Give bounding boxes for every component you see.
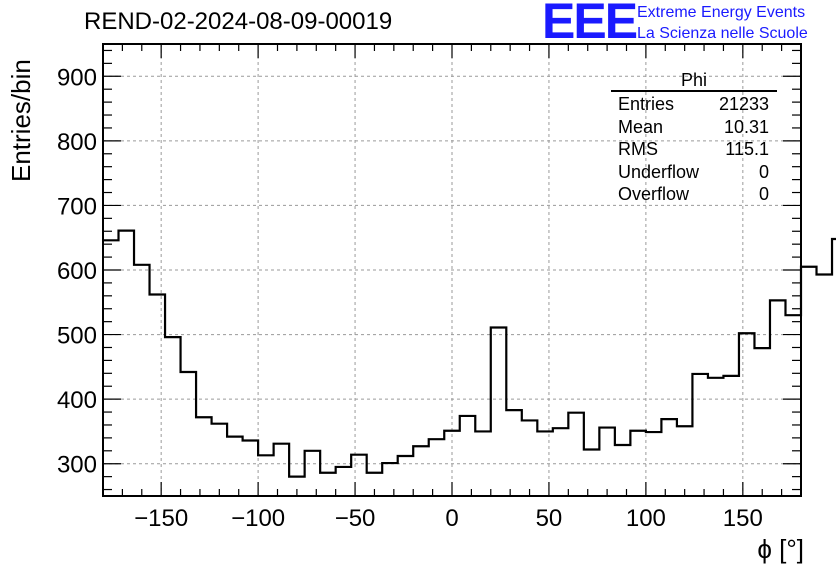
stats-title: Phi bbox=[680, 70, 707, 90]
stats-row: Entries 21233 bbox=[611, 93, 777, 116]
stats-value: 115.1 bbox=[725, 139, 769, 159]
chart-title: REND-02-2024-08-09-00019 bbox=[84, 8, 393, 35]
stats-value: 0 bbox=[758, 161, 769, 182]
x-tick-label: 150 bbox=[723, 505, 763, 532]
y-tick-label: 300 bbox=[57, 452, 97, 479]
eee-logo: EEE bbox=[542, 0, 638, 49]
y-tick-label: 500 bbox=[57, 323, 97, 350]
stats-value: 21233 bbox=[718, 94, 769, 114]
stats-row: RMS 115.1 bbox=[611, 138, 777, 161]
tick-labels: −150 −100 −50 0 50 100 150 300 400 500 600 700 800 90… bbox=[57, 64, 763, 532]
axis-ticks bbox=[102, 44, 802, 496]
stats-label: RMS bbox=[618, 139, 658, 159]
stats-divider bbox=[611, 90, 777, 92]
x-tick-label: 50 bbox=[536, 505, 563, 532]
x-axis-label: ϕ [°] bbox=[757, 534, 804, 564]
x-tick-label: −100 bbox=[231, 505, 285, 532]
y-tick-label: 700 bbox=[57, 193, 97, 220]
stats-label: Overflow bbox=[618, 184, 690, 204]
y-tick-label: 900 bbox=[57, 64, 97, 91]
x-tick-label: −50 bbox=[335, 505, 376, 532]
stats-value: 0 bbox=[758, 184, 769, 204]
stats-label: Mean bbox=[618, 116, 664, 137]
y-tick-label: 600 bbox=[57, 258, 97, 285]
x-tick-label: −150 bbox=[134, 505, 188, 532]
y-tick-label: 800 bbox=[57, 129, 97, 156]
grid-lines bbox=[103, 44, 801, 496]
histogram-outline bbox=[103, 229, 836, 478]
y-axis-label: Entries/bin bbox=[6, 59, 36, 182]
stats-label: Entries bbox=[618, 94, 675, 114]
logo-line-2: La Scienza nelle Scuole bbox=[637, 25, 808, 42]
y-tick-label: 400 bbox=[57, 387, 97, 414]
stats-label: Underflow bbox=[618, 161, 700, 182]
x-tick-label: 0 bbox=[445, 505, 458, 532]
stats-row: Underflow 0 bbox=[611, 161, 777, 184]
logo-line-1: Extreme Energy Events bbox=[637, 4, 806, 21]
x-tick-label: 100 bbox=[626, 505, 666, 532]
stats-box: Phi Entries 21233 Mean 10.31 RMS 115.1 U… bbox=[611, 70, 777, 206]
stats-row: Overflow 0 bbox=[611, 183, 777, 206]
stats-value: 10.31 bbox=[723, 116, 769, 137]
stats-row: Mean 10.31 bbox=[611, 116, 777, 139]
